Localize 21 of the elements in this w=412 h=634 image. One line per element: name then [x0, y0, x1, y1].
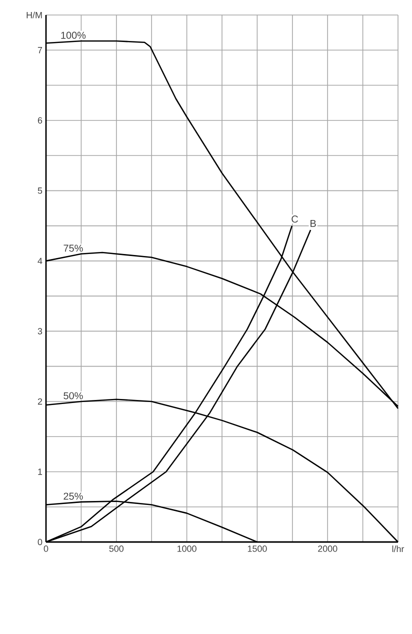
- y-tick-label: H/M: [26, 12, 42, 18]
- y-tick-label: 6: [38, 117, 42, 124]
- x-tick-label: 1500: [248, 546, 267, 552]
- series-label: 50%: [64, 392, 83, 400]
- x-tick-label: 2000: [318, 546, 338, 552]
- series-label: C: [292, 216, 298, 223]
- y-tick-label: 4: [38, 258, 42, 264]
- series-label: 25%: [64, 492, 83, 500]
- y-tick-label: 2: [38, 398, 42, 405]
- y-tick-label: 7: [38, 47, 42, 54]
- x-tick-label: 500: [109, 546, 124, 552]
- x-tick-label: 0: [44, 546, 48, 552]
- y-tick-label: 3: [38, 328, 42, 334]
- y-tick-label: 0: [38, 538, 42, 546]
- x-tick-label: l/hr: [392, 546, 404, 552]
- series-label: 100%: [61, 32, 86, 39]
- x-tick-label: 1000: [178, 546, 196, 552]
- y-tick-label: 5: [38, 188, 42, 194]
- series-label: B: [310, 220, 316, 227]
- y-tick-label: 1: [38, 468, 42, 475]
- series-label: 75%: [64, 244, 83, 252]
